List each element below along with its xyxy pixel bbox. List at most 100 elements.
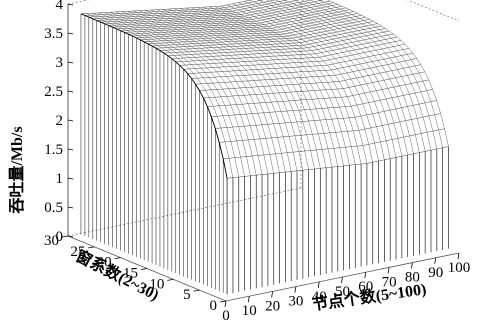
x-tick-label: 40 bbox=[312, 289, 327, 305]
x-tick-mark bbox=[294, 286, 297, 293]
z-tick-label: 1 bbox=[56, 171, 64, 187]
x-tick-mark bbox=[247, 296, 250, 303]
z-tick-label: 2.5 bbox=[44, 84, 63, 100]
surface-line bbox=[133, 10, 280, 173]
surface-line bbox=[150, 9, 298, 171]
y-tick-mark bbox=[140, 268, 148, 270]
y-tick-label: 25 bbox=[70, 244, 85, 260]
z-tick-mark bbox=[67, 90, 74, 93]
z-axis-ticks: 0 0.5 1 1.5 2 2.5 3 3.5 4 bbox=[44, 0, 74, 245]
surface-line bbox=[226, 4, 373, 163]
box-edge bbox=[67, 187, 302, 237]
axes-box bbox=[67, 0, 460, 237]
x-tick-mark bbox=[317, 281, 320, 288]
surface-line bbox=[185, 7, 333, 168]
surface-line bbox=[301, 0, 432, 151]
z-tick-mark bbox=[67, 148, 74, 151]
surface-line bbox=[86, 13, 234, 178]
surface-line bbox=[92, 13, 239, 178]
x-tick-mark bbox=[341, 276, 343, 284]
y-tick-mark bbox=[193, 289, 200, 292]
surface-line bbox=[191, 7, 338, 167]
surface-line bbox=[283, 0, 420, 153]
x-tick-label: 30 bbox=[288, 294, 303, 310]
surface-line bbox=[203, 7, 350, 166]
x-tick-label: 90 bbox=[428, 265, 443, 281]
surface-line bbox=[244, 1, 391, 159]
surface-line bbox=[179, 8, 327, 168]
surface-line bbox=[199, 64, 421, 91]
surface-line bbox=[209, 6, 356, 165]
surface-line bbox=[144, 10, 292, 172]
surface-line bbox=[139, 10, 286, 173]
surface-line bbox=[104, 12, 251, 176]
surface-line bbox=[292, 0, 426, 152]
y-tick-mark bbox=[114, 257, 121, 260]
z-tick-label: 2 bbox=[56, 113, 64, 129]
y-tick-label: 30 bbox=[44, 233, 59, 249]
x-tick-label: 70 bbox=[382, 274, 397, 290]
y-tick-label: 5 bbox=[183, 287, 191, 303]
z-tick-mark bbox=[67, 32, 74, 35]
surface-mesh bbox=[80, 0, 449, 295]
x-tick-mark bbox=[387, 267, 390, 274]
z-tick-mark bbox=[67, 3, 74, 6]
y-tick-mark bbox=[167, 278, 174, 281]
surface-line bbox=[318, 0, 443, 148]
x-tick-mark bbox=[434, 257, 437, 264]
z-tick-mark bbox=[67, 119, 74, 122]
z-tick-label: 0.5 bbox=[44, 200, 63, 216]
x-tick-label: 20 bbox=[265, 298, 280, 314]
surface-line bbox=[121, 11, 269, 174]
z-tick-mark bbox=[67, 177, 74, 180]
surface-line bbox=[257, 0, 403, 157]
surface-line bbox=[168, 8, 315, 170]
z-tick-label: 1.5 bbox=[44, 142, 63, 158]
x-tick-label: 100 bbox=[448, 260, 471, 276]
y-tick-mark bbox=[219, 300, 227, 303]
x-tick-mark bbox=[411, 262, 413, 269]
x-axis-ticks: 0 10 20 30 40 50 60 70 80 90 100 bbox=[222, 252, 471, 323]
surface-line bbox=[249, 0, 397, 158]
z-tick-label: 3.5 bbox=[44, 26, 63, 42]
surface-line bbox=[115, 11, 263, 175]
x-tick-mark bbox=[224, 300, 227, 308]
surface-line bbox=[174, 8, 321, 169]
left-edge bbox=[80, 13, 228, 179]
x-tick-label: 50 bbox=[335, 284, 350, 300]
surface-line bbox=[275, 0, 414, 154]
y-tick-label: 10 bbox=[149, 276, 164, 292]
surface-line bbox=[98, 12, 245, 177]
y-axis-ticks: 0 5 10 15 20 25 30 bbox=[44, 233, 227, 314]
x-tick-mark bbox=[271, 291, 273, 298]
x-tick-mark bbox=[457, 252, 460, 260]
y-axis-title: 窗系数(2~30) bbox=[73, 246, 163, 304]
y-tick-mark bbox=[61, 235, 69, 238]
x-tick-label: 60 bbox=[358, 279, 373, 295]
surface-line bbox=[214, 6, 362, 165]
surface-line bbox=[309, 0, 437, 150]
x-tick-mark bbox=[364, 272, 367, 279]
z-tick-label: 0 bbox=[56, 229, 64, 245]
surface-line bbox=[232, 3, 379, 162]
y-tick-label: 0 bbox=[210, 298, 218, 314]
surface-line bbox=[211, 89, 433, 117]
z-tick-label: 4 bbox=[56, 0, 64, 13]
surface-line bbox=[127, 11, 274, 174]
box-edge bbox=[67, 0, 460, 22]
y-tick-mark bbox=[88, 246, 95, 249]
surface-line bbox=[191, 52, 413, 79]
surface-line bbox=[110, 12, 257, 176]
z-tick-mark bbox=[67, 206, 74, 209]
y-tick-label: 15 bbox=[123, 266, 138, 282]
surface-line bbox=[197, 7, 344, 166]
x-tick-label: 10 bbox=[242, 303, 257, 319]
z-tick-mark bbox=[67, 61, 74, 64]
y-tick-label: 20 bbox=[97, 255, 112, 271]
surface-line bbox=[156, 9, 303, 171]
z-tick-mark bbox=[67, 235, 74, 238]
z-tick-label: 3 bbox=[56, 55, 64, 71]
surface-line bbox=[162, 9, 309, 170]
surface-line bbox=[238, 2, 385, 160]
